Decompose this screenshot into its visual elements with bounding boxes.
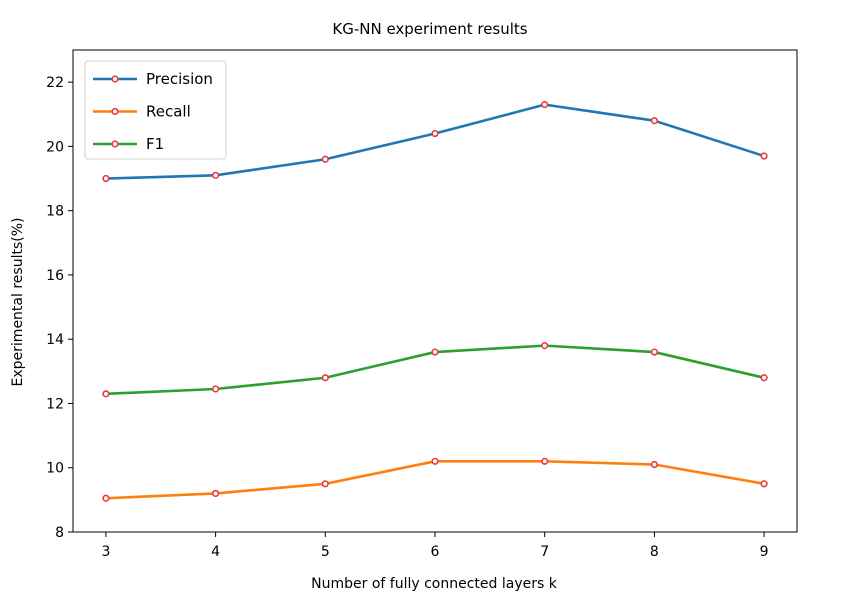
x-tick-label: 9: [760, 544, 769, 560]
x-tick-label: 6: [431, 544, 440, 560]
legend-label-f1: F1: [146, 135, 164, 153]
data-point-f1: [650, 348, 658, 356]
data-point-recall: [102, 494, 110, 502]
data-point-f1: [321, 374, 329, 382]
data-point-f1: [541, 342, 549, 350]
y-tick-label: 8: [55, 525, 64, 541]
data-point-recall: [541, 457, 549, 465]
data-point-precision: [321, 155, 329, 163]
data-point-f1: [431, 348, 439, 356]
data-point-precision: [212, 171, 220, 179]
y-axis-label: Experimental results(%): [10, 218, 26, 387]
legend-marker: [111, 140, 119, 148]
y-tick-label: 20: [46, 139, 64, 155]
y-tick-label: 22: [46, 75, 64, 91]
data-point-f1: [212, 385, 220, 393]
legend-label-precision: Precision: [146, 70, 213, 88]
y-tick-label: 10: [46, 461, 64, 477]
data-point-recall: [431, 457, 439, 465]
data-point-precision: [431, 129, 439, 138]
y-tick-label: 12: [46, 396, 64, 412]
y-tick-label: 16: [46, 268, 64, 284]
x-tick-label: 7: [540, 544, 549, 560]
data-point-recall: [650, 460, 658, 469]
legend-marker: [111, 107, 119, 116]
x-tick-label: 8: [650, 544, 659, 560]
data-point-precision: [760, 152, 768, 160]
x-axis-ticks: 3 4 5 6 7 8 9: [101, 532, 769, 560]
x-tick-label: 4: [211, 544, 220, 560]
chart-title: KG-NN experiment results: [332, 20, 527, 38]
y-axis-ticks: 8 10 12 14 16 18 20 22: [46, 75, 73, 541]
data-point-recall: [321, 480, 329, 488]
series-layer: [102, 101, 768, 502]
data-point-recall: [212, 489, 220, 498]
legend-marker: [111, 75, 119, 83]
data-point-precision: [102, 174, 110, 183]
y-tick-label: 14: [46, 332, 64, 348]
data-point-f1: [102, 390, 110, 398]
data-point-recall: [760, 480, 768, 488]
legend-label-recall: Recall: [146, 103, 191, 121]
y-tick-label: 18: [46, 204, 64, 220]
x-tick-label: 5: [321, 544, 330, 560]
data-point-precision: [650, 117, 658, 125]
legend-box: [84, 60, 227, 160]
data-point-f1: [760, 374, 768, 382]
legend: Precision Recall F1: [84, 60, 227, 160]
data-point-precision: [541, 101, 549, 109]
x-tick-label: 3: [101, 544, 110, 560]
x-axis-label: Number of fully connected layers k: [311, 576, 558, 592]
